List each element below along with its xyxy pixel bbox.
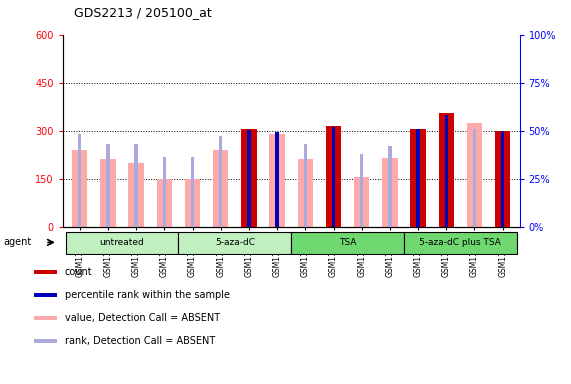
Bar bbox=[156, 179, 172, 227]
Bar bbox=[382, 158, 397, 227]
Bar bbox=[134, 144, 138, 227]
Text: value, Detection Call = ABSENT: value, Detection Call = ABSENT bbox=[65, 313, 220, 323]
Bar bbox=[241, 129, 257, 227]
Bar bbox=[332, 127, 335, 227]
Text: GDS2213 / 205100_at: GDS2213 / 205100_at bbox=[74, 6, 212, 19]
Bar bbox=[297, 159, 313, 227]
Bar bbox=[404, 232, 517, 254]
Bar bbox=[213, 150, 228, 227]
Bar bbox=[354, 177, 369, 227]
Bar bbox=[360, 154, 363, 227]
Bar bbox=[247, 130, 251, 227]
Text: TSA: TSA bbox=[339, 238, 356, 247]
Text: percentile rank within the sample: percentile rank within the sample bbox=[65, 290, 230, 300]
Bar bbox=[185, 179, 200, 227]
Text: agent: agent bbox=[3, 237, 31, 247]
Bar bbox=[219, 136, 223, 227]
Bar bbox=[501, 131, 504, 227]
Bar bbox=[178, 232, 291, 254]
Text: 5-aza-dC plus TSA: 5-aza-dC plus TSA bbox=[420, 238, 501, 247]
Bar bbox=[416, 129, 420, 227]
Bar bbox=[439, 113, 454, 227]
Text: 5-aza-dC: 5-aza-dC bbox=[215, 238, 255, 247]
Bar bbox=[100, 159, 116, 227]
Bar bbox=[191, 157, 194, 227]
Bar bbox=[495, 131, 510, 227]
Text: untreated: untreated bbox=[100, 238, 144, 247]
Bar bbox=[270, 134, 285, 227]
Bar bbox=[72, 150, 87, 227]
Bar bbox=[291, 232, 404, 254]
Bar bbox=[467, 122, 482, 227]
Bar bbox=[128, 162, 144, 227]
Bar bbox=[445, 115, 448, 227]
Bar bbox=[34, 316, 57, 320]
Bar bbox=[325, 126, 341, 227]
Bar bbox=[411, 129, 426, 227]
Bar bbox=[275, 132, 279, 227]
Text: count: count bbox=[65, 267, 92, 277]
Bar bbox=[78, 134, 82, 227]
Bar bbox=[66, 232, 178, 254]
Bar bbox=[388, 146, 392, 227]
Bar bbox=[473, 129, 476, 227]
Bar bbox=[34, 270, 57, 274]
Bar bbox=[163, 157, 166, 227]
Bar bbox=[106, 144, 110, 227]
Bar bbox=[34, 339, 57, 343]
Bar bbox=[445, 127, 448, 227]
Text: rank, Detection Call = ABSENT: rank, Detection Call = ABSENT bbox=[65, 336, 215, 346]
Bar bbox=[304, 144, 307, 227]
Bar bbox=[34, 293, 57, 297]
